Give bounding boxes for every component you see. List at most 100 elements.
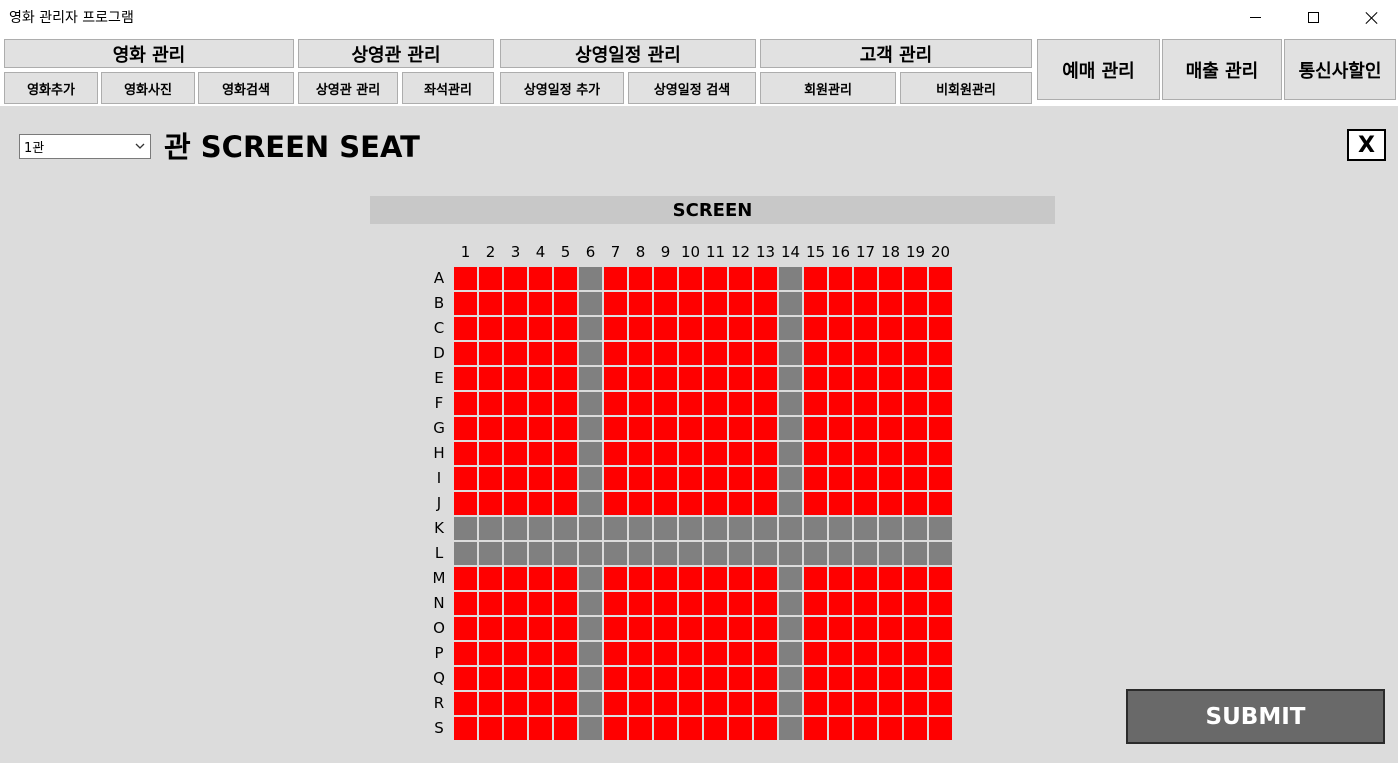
seat-B9[interactable] [654,292,677,315]
seat-J10[interactable] [679,492,702,515]
seat-A10[interactable] [679,267,702,290]
seat-L9[interactable] [654,542,677,565]
seat-O6[interactable] [579,617,602,640]
seat-I15[interactable] [804,467,827,490]
seat-P4[interactable] [529,642,552,665]
seat-L14[interactable] [779,542,802,565]
seat-S13[interactable] [754,717,777,740]
seat-N7[interactable] [604,592,627,615]
seat-K6[interactable] [579,517,602,540]
seat-B13[interactable] [754,292,777,315]
seat-M16[interactable] [829,567,852,590]
seat-L12[interactable] [729,542,752,565]
seat-K12[interactable] [729,517,752,540]
seat-I8[interactable] [629,467,652,490]
seat-N1[interactable] [454,592,477,615]
seat-B16[interactable] [829,292,852,315]
seat-Q14[interactable] [779,667,802,690]
seat-P17[interactable] [854,642,877,665]
seat-I12[interactable] [729,467,752,490]
seat-G20[interactable] [929,417,952,440]
seat-P14[interactable] [779,642,802,665]
seat-R14[interactable] [779,692,802,715]
seat-R9[interactable] [654,692,677,715]
seat-D3[interactable] [504,342,527,365]
seat-L2[interactable] [479,542,502,565]
seat-F14[interactable] [779,392,802,415]
seat-R13[interactable] [754,692,777,715]
seat-A15[interactable] [804,267,827,290]
seat-I6[interactable] [579,467,602,490]
seat-S20[interactable] [929,717,952,740]
seat-K1[interactable] [454,517,477,540]
seat-M9[interactable] [654,567,677,590]
seat-E18[interactable] [879,367,902,390]
seat-E6[interactable] [579,367,602,390]
seat-O8[interactable] [629,617,652,640]
seat-Q5[interactable] [554,667,577,690]
seat-F18[interactable] [879,392,902,415]
seat-N13[interactable] [754,592,777,615]
seat-D17[interactable] [854,342,877,365]
add-movie-button[interactable]: 영화추가 [4,72,98,104]
seat-F2[interactable] [479,392,502,415]
seat-R3[interactable] [504,692,527,715]
seat-J14[interactable] [779,492,802,515]
seat-M7[interactable] [604,567,627,590]
seat-E8[interactable] [629,367,652,390]
seat-G12[interactable] [729,417,752,440]
seat-D5[interactable] [554,342,577,365]
seat-R5[interactable] [554,692,577,715]
seat-K4[interactable] [529,517,552,540]
seat-S10[interactable] [679,717,702,740]
seat-O3[interactable] [504,617,527,640]
seat-B12[interactable] [729,292,752,315]
seat-R10[interactable] [679,692,702,715]
seat-A1[interactable] [454,267,477,290]
seat-I10[interactable] [679,467,702,490]
seat-S8[interactable] [629,717,652,740]
seat-G7[interactable] [604,417,627,440]
seat-H3[interactable] [504,442,527,465]
seat-G3[interactable] [504,417,527,440]
seat-C7[interactable] [604,317,627,340]
seat-K15[interactable] [804,517,827,540]
seat-P19[interactable] [904,642,927,665]
seat-M10[interactable] [679,567,702,590]
seat-C14[interactable] [779,317,802,340]
seat-O4[interactable] [529,617,552,640]
search-movie-button[interactable]: 영화검색 [198,72,294,104]
seat-E20[interactable] [929,367,952,390]
seat-C13[interactable] [754,317,777,340]
seat-B4[interactable] [529,292,552,315]
theater-admin-button[interactable]: 상영관 관리 [298,72,398,104]
seat-B5[interactable] [554,292,577,315]
seat-O2[interactable] [479,617,502,640]
seat-N4[interactable] [529,592,552,615]
seat-H12[interactable] [729,442,752,465]
seat-O13[interactable] [754,617,777,640]
seat-H4[interactable] [529,442,552,465]
seat-G6[interactable] [579,417,602,440]
seat-P13[interactable] [754,642,777,665]
seat-E7[interactable] [604,367,627,390]
seat-Q3[interactable] [504,667,527,690]
seat-D14[interactable] [779,342,802,365]
seat-P11[interactable] [704,642,727,665]
add-schedule-button[interactable]: 상영일정 추가 [500,72,624,104]
seat-M14[interactable] [779,567,802,590]
seat-K20[interactable] [929,517,952,540]
seat-G16[interactable] [829,417,852,440]
seat-J8[interactable] [629,492,652,515]
seat-F3[interactable] [504,392,527,415]
seat-H13[interactable] [754,442,777,465]
seat-E17[interactable] [854,367,877,390]
seat-O16[interactable] [829,617,852,640]
seat-N9[interactable] [654,592,677,615]
seat-C1[interactable] [454,317,477,340]
seat-F6[interactable] [579,392,602,415]
seat-Q10[interactable] [679,667,702,690]
seat-M4[interactable] [529,567,552,590]
seat-S2[interactable] [479,717,502,740]
seat-E5[interactable] [554,367,577,390]
